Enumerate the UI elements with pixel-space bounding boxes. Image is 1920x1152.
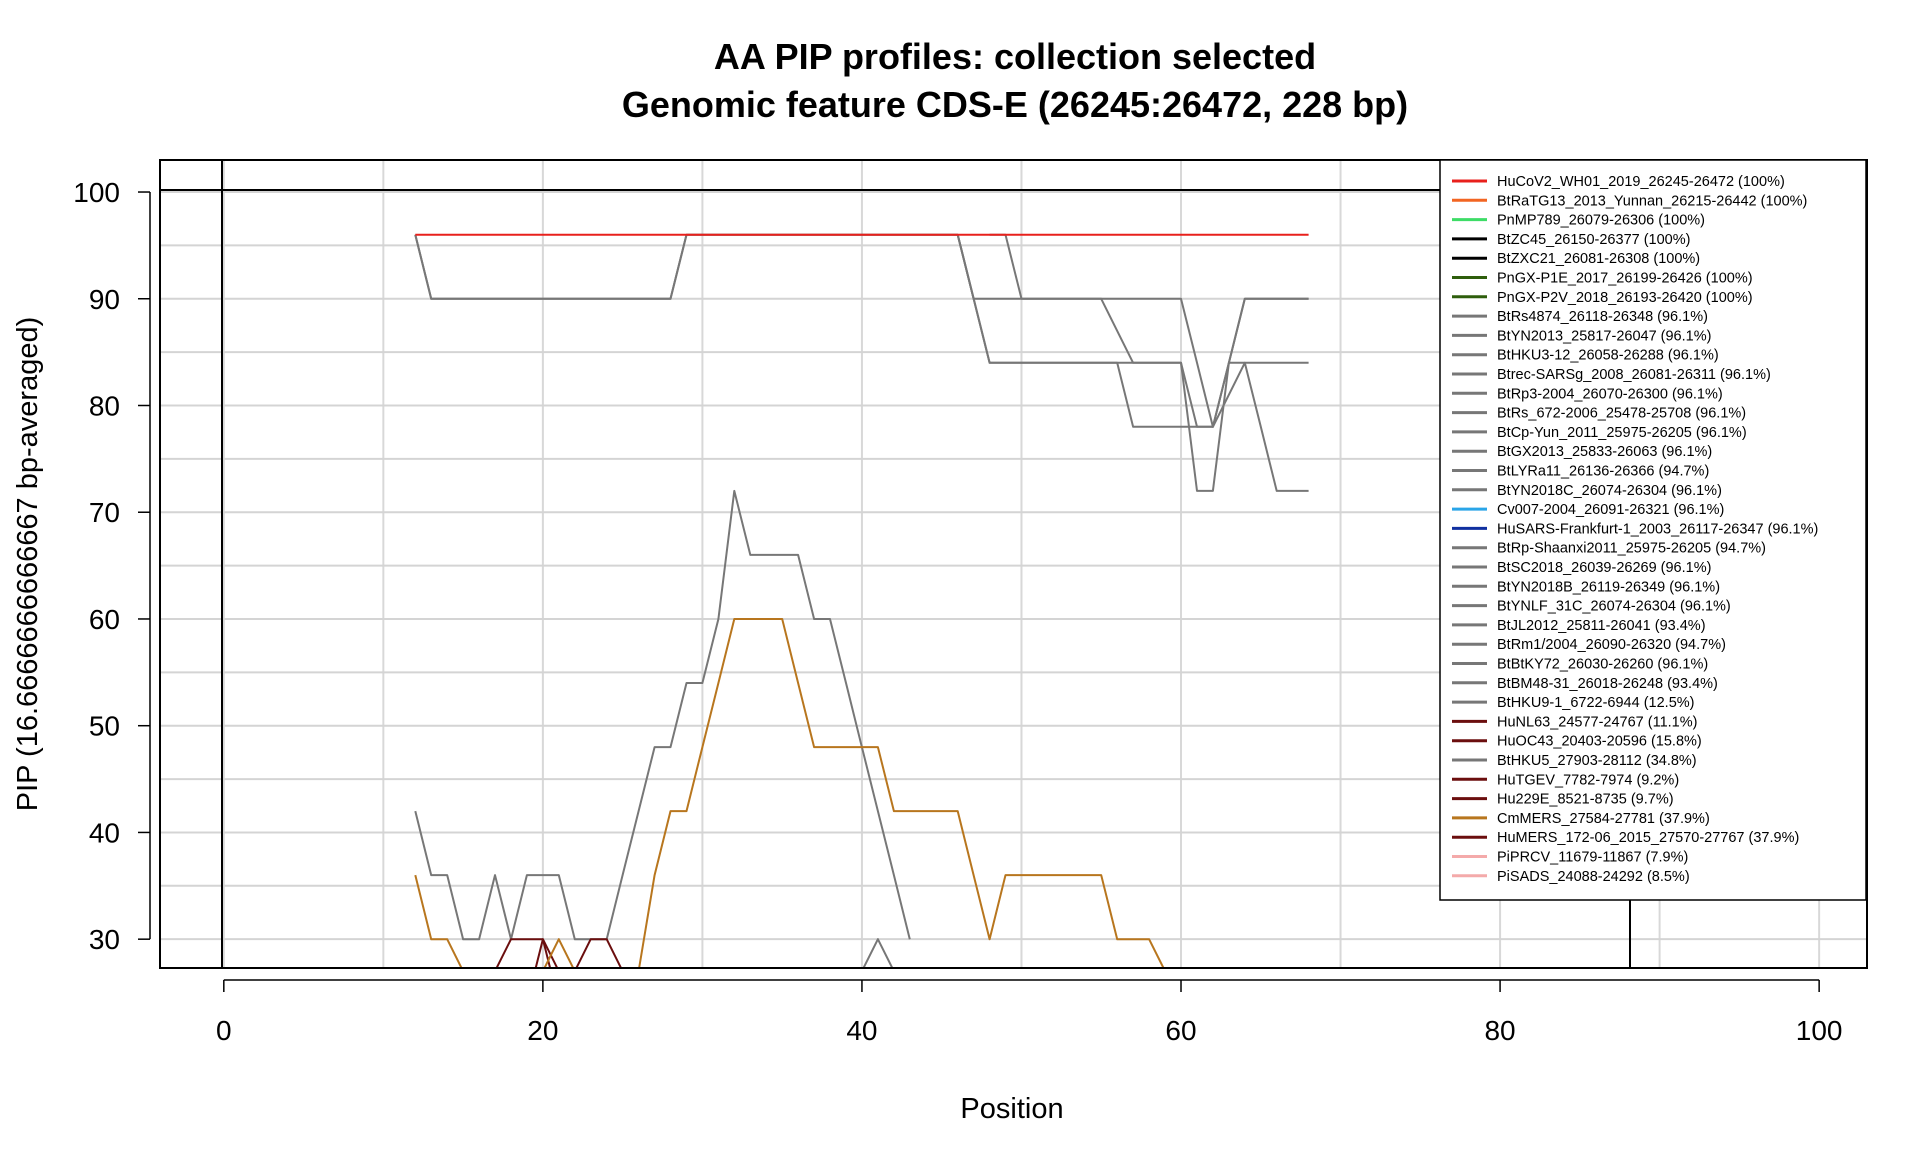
legend-label: Btrec-SARSg_2008_26081-26311 (96.1%) bbox=[1497, 367, 1771, 383]
legend-label: BtRp-Shaanxi2011_25975-26205 (94.7%) bbox=[1497, 541, 1766, 557]
legend-label: BtLYRa11_26136-26366 (94.7%) bbox=[1497, 464, 1709, 480]
y-tick-label: 90 bbox=[89, 284, 120, 315]
legend-label: HuSARS-Frankfurt-1_2003_26117-26347 (96.… bbox=[1497, 521, 1818, 537]
legend-label: BtYN2018B_26119-26349 (96.1%) bbox=[1497, 579, 1720, 595]
series-line-6 bbox=[862, 938, 894, 968]
series-line-3 bbox=[414, 233, 1309, 428]
legend-label: PnMP789_26079-26306 (100%) bbox=[1497, 213, 1705, 229]
x-tick-label: 100 bbox=[1796, 1015, 1843, 1046]
legend-label: BtRaTG13_2013_Yunnan_26215-26442 (100%) bbox=[1497, 193, 1807, 209]
legend-label: BtHKU5_27903-28112 (34.8%) bbox=[1497, 753, 1697, 769]
legend-label: BtCp-Yun_2011_25975-26205 (96.1%) bbox=[1497, 425, 1747, 441]
x-tick-label: 40 bbox=[846, 1015, 877, 1046]
series-line-8 bbox=[534, 938, 559, 968]
plot-frame bbox=[159, 159, 1868, 969]
legend-label: PnGX-P2V_2018_26193-26420 (100%) bbox=[1497, 290, 1753, 306]
legend-label: BtRp3-2004_26070-26300 (96.1%) bbox=[1497, 386, 1723, 402]
legend-label: BtRs4874_26118-26348 (96.1%) bbox=[1497, 309, 1708, 325]
series-line-10 bbox=[414, 618, 1165, 968]
legend-label: HuTGEV_7782-7974 (9.2%) bbox=[1497, 772, 1679, 788]
x-axis: 0 20 40 60 80 100 bbox=[216, 979, 1843, 1046]
y-axis: 30 40 50 60 70 80 90 100 bbox=[73, 177, 151, 955]
series-line-5 bbox=[989, 233, 1309, 428]
x-tick-label: 80 bbox=[1484, 1015, 1515, 1046]
x-tick-label: 60 bbox=[1165, 1015, 1196, 1046]
legend-label: BtHKU3-12_26058-26288 (96.1%) bbox=[1497, 348, 1719, 364]
chart-subtitle: Genomic feature CDS-E (26245:26472, 228 … bbox=[622, 84, 1408, 125]
legend-label: BtYN2018C_26074-26304 (96.1%) bbox=[1497, 483, 1722, 499]
y-tick-label: 30 bbox=[89, 924, 120, 955]
legend-label: HuMERS_172-06_2015_27570-27767 (37.9%) bbox=[1497, 830, 1799, 846]
legend-label: BtGX2013_25833-26063 (96.1%) bbox=[1497, 444, 1712, 460]
legend: HuCoV2_WH01_2019_26245-26472 (100%) BtRaT… bbox=[1439, 159, 1867, 901]
legend-label: BtRs_672-2006_25478-25708 (96.1%) bbox=[1497, 406, 1746, 422]
x-axis-label: Position bbox=[960, 1093, 1063, 1125]
legend-label: CmMERS_27584-27781 (37.9%) bbox=[1497, 811, 1710, 827]
series-line-9 bbox=[575, 938, 623, 968]
legend-label: HuCoV2_WH01_2019_26245-26472 (100%) bbox=[1497, 174, 1785, 190]
series-line-7 bbox=[495, 938, 552, 968]
legend-label: PiSADS_24088-24292 (8.5%) bbox=[1497, 869, 1690, 885]
legend-label: BtYN2013_25817-26047 (96.1%) bbox=[1497, 328, 1711, 344]
chart-title: AA PIP profiles: collection selected bbox=[714, 36, 1316, 77]
x-tick-label: 0 bbox=[216, 1015, 232, 1046]
legend-label: BtYNLF_31C_26074-26304 (96.1%) bbox=[1497, 599, 1731, 615]
legend-label: BtZXC21_26081-26308 (100%) bbox=[1497, 251, 1700, 267]
series-line-1 bbox=[414, 489, 911, 941]
legend-label: BtRm1/2004_26090-26320 (94.7%) bbox=[1497, 637, 1726, 653]
legend-label: BtBtKY72_26030-26260 (96.1%) bbox=[1497, 657, 1708, 673]
legend-label: BtZC45_26150-26377 (100%) bbox=[1497, 232, 1690, 248]
legend-label: BtSC2018_26039-26269 (96.1%) bbox=[1497, 560, 1711, 576]
legend-label: HuNL63_24577-24767 (11.1%) bbox=[1497, 714, 1697, 730]
data-series bbox=[414, 233, 1309, 968]
legend-label: BtBM48-31_26018-26248 (93.4%) bbox=[1497, 676, 1718, 692]
legend-label: BtHKU9-1_6722-6944 (12.5%) bbox=[1497, 695, 1694, 711]
y-tick-label: 80 bbox=[89, 390, 120, 421]
y-tick-label: 60 bbox=[89, 604, 120, 635]
legend-label: Cv007-2004_26091-26321 (96.1%) bbox=[1497, 502, 1724, 518]
legend-label: BtJL2012_25811-26041 (93.4%) bbox=[1497, 618, 1706, 634]
series-line-4 bbox=[956, 234, 1309, 428]
y-tick-label: 70 bbox=[89, 497, 120, 528]
legend-label: PiPRCV_11679-11867 (7.9%) bbox=[1497, 850, 1688, 866]
y-tick-label: 50 bbox=[89, 711, 120, 742]
y-axis-label: PIP (16.6666666666667 bp-averaged) bbox=[12, 317, 44, 811]
legend-label: HuOC43_20403-20596 (15.8%) bbox=[1497, 734, 1702, 750]
y-tick-label: 40 bbox=[89, 817, 120, 848]
legend-label: PnGX-P1E_2017_26199-26426 (100%) bbox=[1497, 271, 1753, 287]
x-tick-label: 20 bbox=[527, 1015, 558, 1046]
legend-label: Hu229E_8521-8735 (9.7%) bbox=[1497, 792, 1674, 808]
y-tick-label: 100 bbox=[73, 177, 120, 208]
legend-box bbox=[1439, 159, 1867, 901]
